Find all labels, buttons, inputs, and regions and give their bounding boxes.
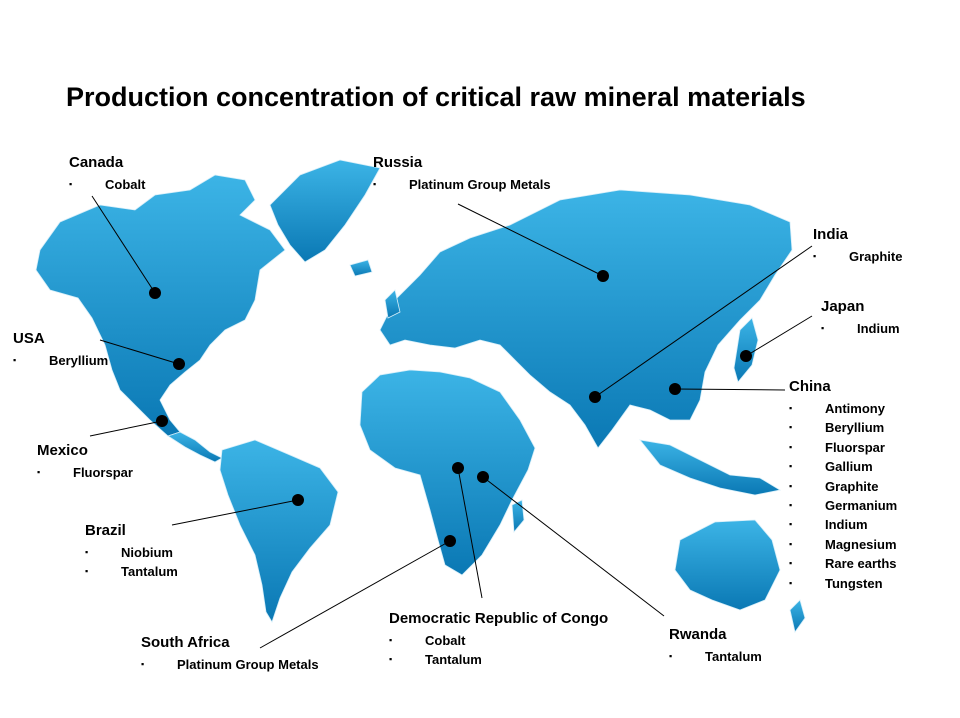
country-name: Rwanda (669, 626, 727, 643)
leader-lines (89, 195, 813, 649)
material-item: Platinum Group Metals (373, 175, 551, 195)
continents (35, 159, 806, 633)
country-label-south-africa: South Africa Platinum Group Metals (141, 634, 319, 675)
material-list: Indium (821, 319, 900, 339)
landmass-eurasia (379, 189, 793, 449)
landmass-iceland (349, 259, 373, 277)
material-item: Cobalt (69, 175, 145, 195)
landmass-southeast-asia (639, 439, 782, 496)
location-marker-usa (173, 358, 185, 370)
material-list: NiobiumTantalum (85, 543, 178, 582)
landmass-australia (674, 519, 781, 611)
material-item: Cobalt (389, 631, 608, 651)
material-item: Indium (789, 515, 897, 535)
leader-line-usa (99, 339, 180, 365)
material-item: Rare earths (789, 554, 897, 574)
leader-line-brazil (171, 499, 299, 526)
material-list: Graphite (813, 247, 902, 267)
leader-line-india (594, 245, 813, 398)
location-marker-rwanda (477, 471, 489, 483)
country-name: Democratic Republic of Congo (389, 610, 609, 627)
material-item: Niobium (85, 543, 178, 563)
location-marker-china (669, 383, 681, 395)
material-list: Fluorspar (37, 463, 133, 483)
material-item: Beryllium (13, 351, 108, 371)
material-item: Germanium (789, 496, 897, 516)
landmass-greenland (269, 159, 381, 263)
country-label-rwanda: Rwanda Tantalum (669, 626, 762, 667)
country-name: South Africa (141, 634, 230, 651)
material-list: Platinum Group Metals (373, 175, 551, 195)
country-name: USA (13, 330, 45, 347)
country-label-canada: Canada Cobalt (69, 154, 145, 195)
material-item: Gallium (789, 457, 897, 477)
country-label-russia: Russia Platinum Group Metals (373, 154, 551, 195)
landmass-africa (359, 369, 536, 576)
location-marker-japan (740, 350, 752, 362)
material-list: Tantalum (669, 647, 762, 667)
leader-line-china (674, 388, 786, 391)
material-item: Fluorspar (37, 463, 133, 483)
leader-line-rwanda (482, 476, 665, 617)
leader-line-mexico (89, 420, 163, 437)
country-name: India (813, 226, 849, 243)
material-item: Graphite (813, 247, 902, 267)
location-marker-south-africa (444, 535, 456, 547)
location-marker-drc (452, 462, 464, 474)
material-list: Platinum Group Metals (141, 655, 319, 675)
landmass-madagascar (511, 499, 525, 534)
country-label-drc: Democratic Republic of Congo CobaltTantal… (389, 610, 608, 670)
material-list: Beryllium (13, 351, 108, 371)
country-name: Russia (373, 154, 423, 171)
material-item: Antimony (789, 399, 897, 419)
location-marker-india (589, 391, 601, 403)
material-item: Beryllium (789, 418, 897, 438)
landmass-north-america (35, 174, 286, 437)
leader-line-south-africa (259, 540, 451, 649)
location-marker-mexico (156, 415, 168, 427)
material-item: Fluorspar (789, 438, 897, 458)
material-item: Tantalum (85, 562, 178, 582)
material-item: Tantalum (669, 647, 762, 667)
leader-line-japan (745, 315, 813, 357)
country-label-japan: Japan Indium (821, 298, 900, 339)
landmass-central-america (167, 431, 223, 463)
location-marker-canada (149, 287, 161, 299)
material-list: Cobalt (69, 175, 145, 195)
material-item: Indium (821, 319, 900, 339)
page-title: Production concentration of critical raw… (66, 82, 806, 112)
country-name: Brazil (85, 522, 126, 539)
landmass-south-america (219, 439, 339, 623)
leader-line-russia (457, 203, 604, 277)
leader-line-canada (91, 195, 156, 294)
country-label-china: China AntimonyBerylliumFluorsparGalliumGr… (789, 378, 897, 593)
landmass-british-isles (384, 289, 401, 319)
material-item: Tungsten (789, 574, 897, 594)
location-marker-brazil (292, 494, 304, 506)
material-item: Magnesium (789, 535, 897, 555)
country-label-india: India Graphite (813, 226, 902, 267)
country-name: China (789, 378, 831, 395)
leader-line-drc (457, 467, 483, 599)
location-marker-russia (597, 270, 609, 282)
country-label-mexico: Mexico Fluorspar (37, 442, 133, 483)
landmass-new-zealand (789, 599, 806, 633)
country-name: Japan (821, 298, 865, 315)
material-item: Tantalum (389, 650, 608, 670)
country-label-brazil: Brazil NiobiumTantalum (85, 522, 178, 582)
material-list: AntimonyBerylliumFluorsparGalliumGraphit… (789, 399, 897, 593)
material-item: Graphite (789, 477, 897, 497)
location-markers (149, 270, 752, 547)
country-name: Canada (69, 154, 124, 171)
material-list: CobaltTantalum (389, 631, 608, 670)
country-label-usa: USA Beryllium (13, 330, 108, 371)
material-item: Platinum Group Metals (141, 655, 319, 675)
country-name: Mexico (37, 442, 88, 459)
